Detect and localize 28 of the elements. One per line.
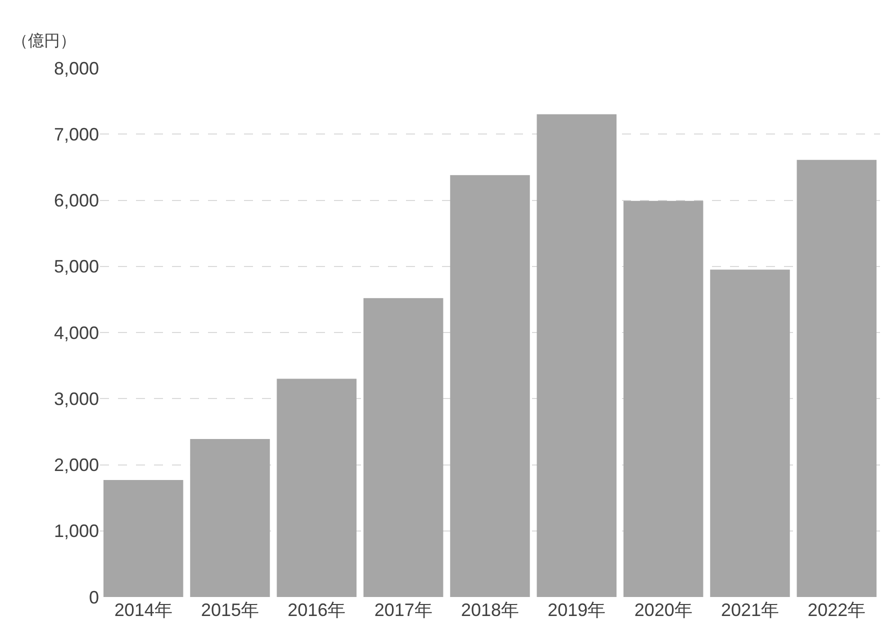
- bar: [623, 200, 704, 597]
- bar: [450, 175, 530, 597]
- y-tick-label: 4,000: [54, 322, 99, 343]
- y-tick-label: 2,000: [54, 455, 99, 476]
- y-tick-label: 8,000: [54, 58, 99, 78]
- y-tick-label: 7,000: [54, 124, 99, 144]
- bar: [536, 114, 617, 597]
- x-tick-label: 2022年: [808, 600, 866, 620]
- x-tick-label: 2021年: [720, 600, 780, 620]
- bar: [276, 378, 357, 597]
- y-tick-label: 5,000: [54, 256, 99, 277]
- y-tick-label: 0: [88, 587, 99, 608]
- y-tick-label: 1,000: [54, 521, 99, 542]
- x-tick-label: 2014年: [114, 600, 172, 620]
- x-tick-label: 2018年: [460, 600, 520, 620]
- x-tick-label: 2016年: [288, 600, 346, 620]
- x-tick-label: 2020年: [634, 600, 692, 620]
- x-tick-label: 2015年: [200, 600, 260, 620]
- y-axis-title: （億円）: [12, 32, 76, 50]
- bar: [710, 270, 790, 597]
- bar: [103, 480, 184, 597]
- bar: [796, 160, 877, 597]
- y-tick-label: 6,000: [54, 190, 99, 211]
- bar: [190, 438, 270, 597]
- x-tick-label: 2017年: [374, 600, 432, 620]
- bar: [363, 298, 444, 597]
- y-tick-label: 3,000: [54, 388, 99, 409]
- x-tick-label: 2019年: [548, 600, 606, 620]
